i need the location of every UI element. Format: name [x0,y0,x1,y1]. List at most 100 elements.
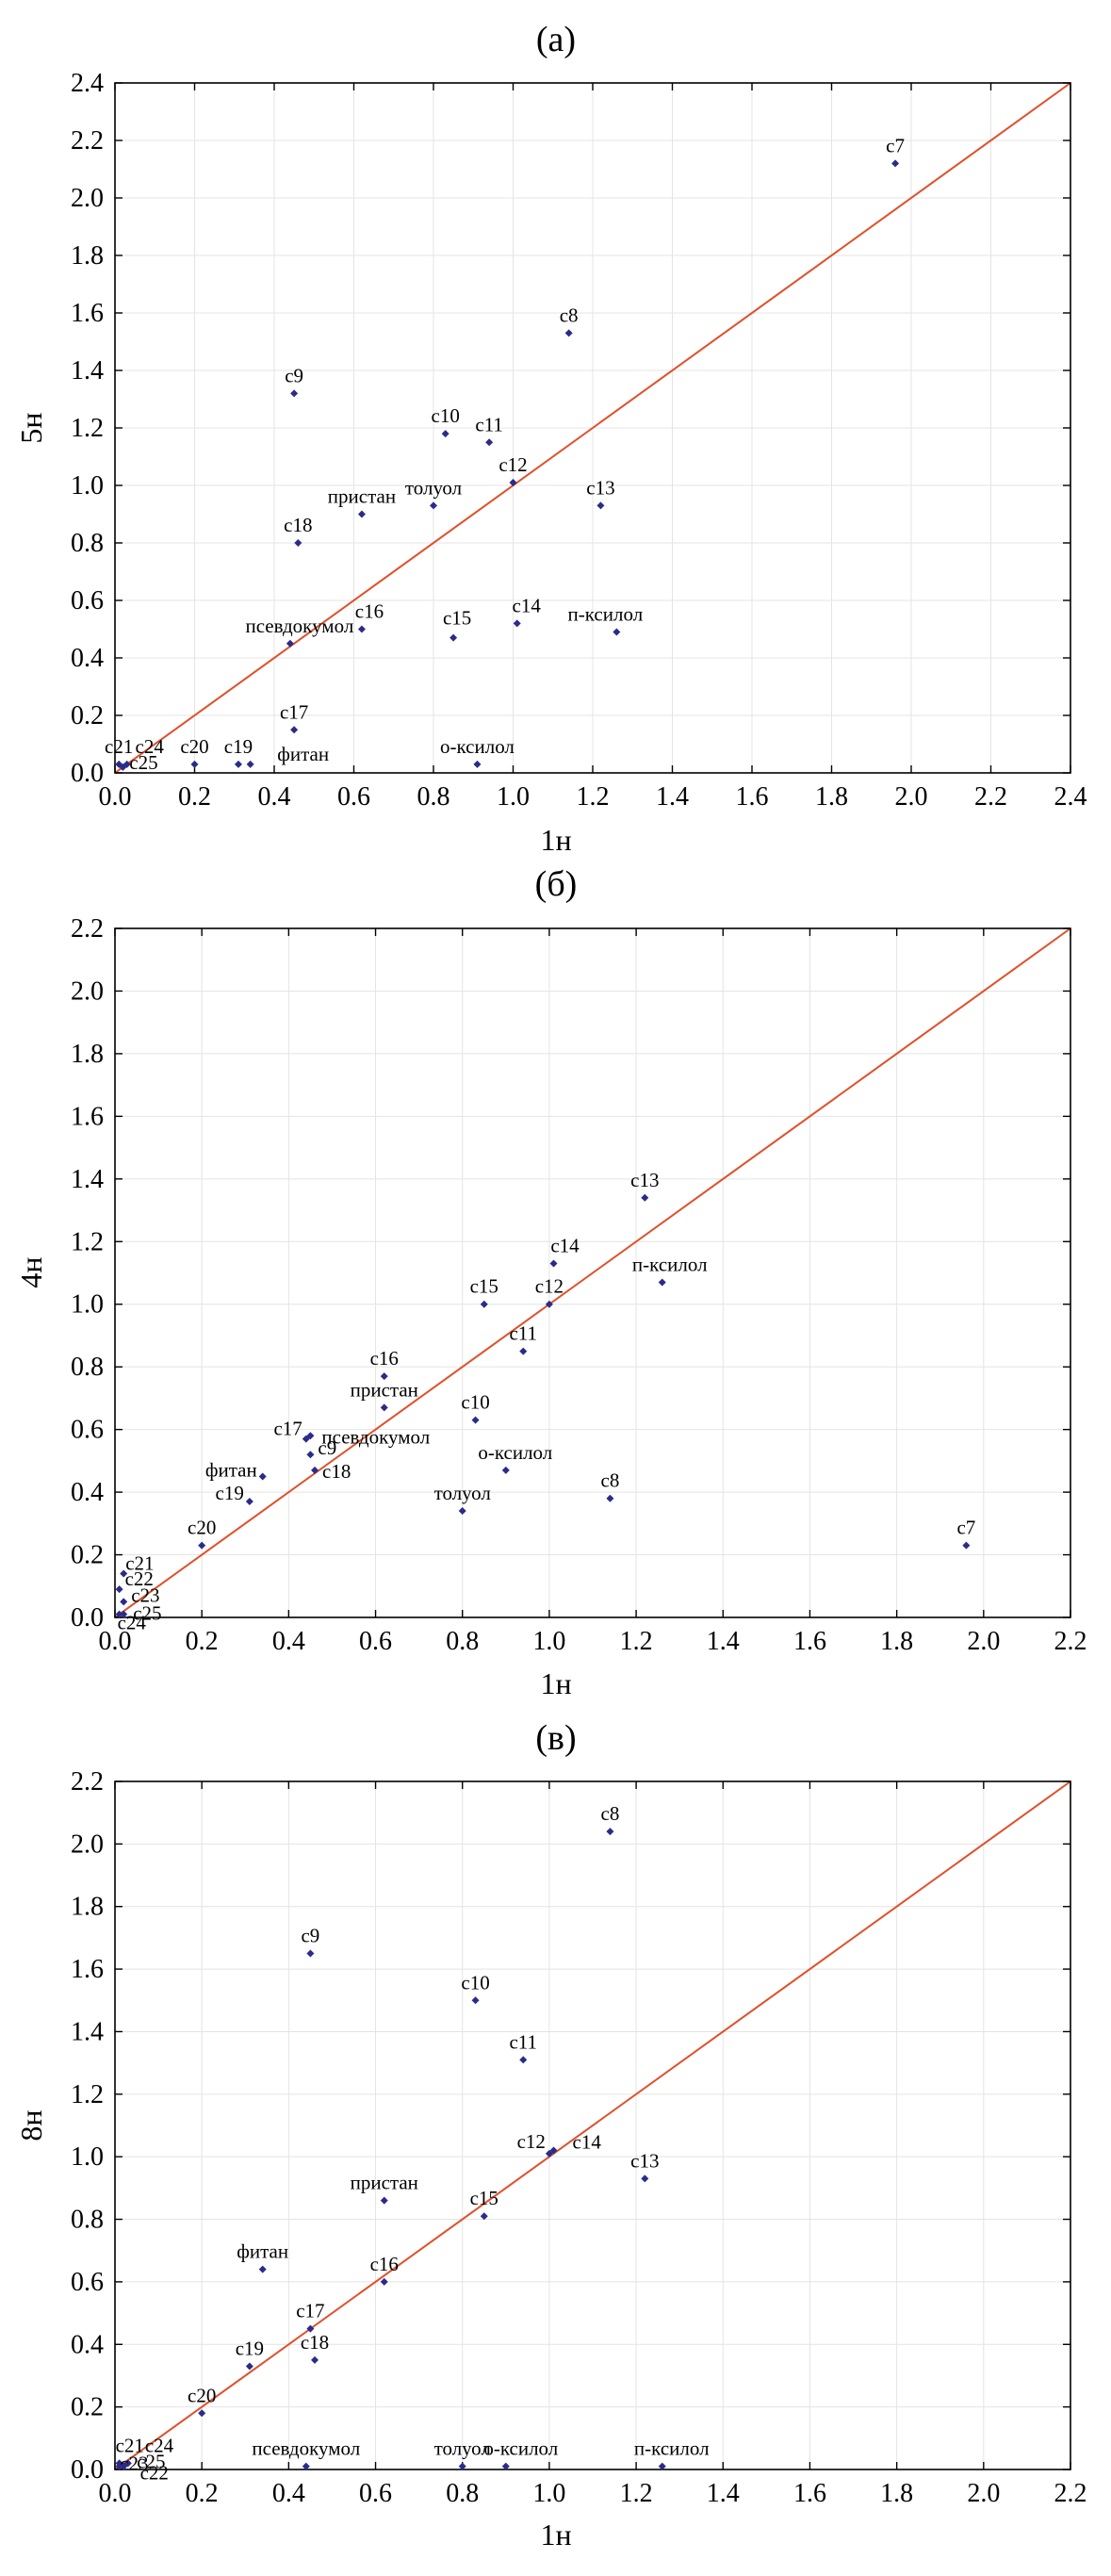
point-label-о-ксилол: о-ксилол [478,1441,552,1464]
point-label-c14: c14 [573,2131,602,2154]
point-label-псевдокумол: псевдокумол [252,2437,360,2460]
y-tick-label: 0.0 [71,2455,104,2485]
data-point-c11 [519,1347,528,1355]
panel-label: (а) [536,20,576,59]
x-tick-label: 2.0 [895,782,928,812]
y-tick-label: 0.8 [71,2206,104,2235]
y-tick-label: 1.4 [71,2017,104,2046]
point-label-толуол: толуол [434,1482,491,1504]
data-point-пристан [380,1403,388,1412]
point-label-c18: c18 [284,514,312,536]
x-tick-label: 0.6 [337,782,370,812]
point-label-c11: c11 [475,413,503,435]
data-point-c25 [119,763,127,771]
point-label-c14: c14 [513,594,542,616]
data-point-c9 [290,389,299,398]
y-tick-label: 1.0 [71,471,104,500]
y-tick-label: 1.6 [71,1102,104,1131]
data-point-c13 [641,2174,649,2183]
point-label-c25: c25 [137,2451,165,2473]
data-point-псевдокумол [302,2462,310,2470]
x-tick-label: 0.0 [99,782,132,812]
data-point-пристан [357,510,366,518]
data-point-c10 [441,430,449,438]
data-point-c15 [449,633,458,642]
data-point-c16 [380,1372,388,1381]
data-point-пристан [380,2196,388,2205]
x-tick-label: 1.4 [656,782,689,812]
point-label-c20: c20 [188,2384,216,2406]
x-tick-label: 1.0 [532,1627,565,1656]
reference-line [114,1780,1071,2470]
data-point-толуол [458,1507,466,1516]
x-tick-label: 1.0 [497,782,530,812]
x-axis-label: 1н [540,2518,571,2551]
data-point-c18 [311,1466,319,1474]
y-tick-label: 2.0 [71,184,104,213]
data-point-псевдокумол [286,639,294,648]
data-point-c25 [120,1610,128,1618]
data-point-c8 [564,329,573,337]
x-tick-label: 2.0 [967,1627,1000,1656]
y-tick-label: 0.0 [71,759,104,788]
panel-label: (в) [535,1718,576,1758]
x-tick-label: 0.8 [446,1627,479,1656]
y-axis-label: 8н [14,2109,48,2141]
x-tick-label: 2.2 [974,782,1007,812]
y-tick-label: 1.6 [71,1955,104,1984]
point-label-c24: c24 [136,735,165,758]
x-tick-label: 1.4 [707,1627,740,1656]
x-tick-label: 2.2 [1054,1627,1087,1656]
data-point-c22 [115,2462,123,2470]
point-label-c9: c9 [318,1436,336,1459]
point-label-c25: c25 [133,1602,161,1625]
data-point-c17 [306,2324,315,2333]
point-label-c9: c9 [301,1925,319,1947]
y-tick-label: 2.4 [71,69,104,98]
x-tick-label: 0.6 [359,1627,392,1656]
data-point-c18 [294,539,302,547]
data-point-c20 [198,1541,206,1550]
data-point-c18 [311,2355,319,2364]
point-label-c12: c12 [517,2130,546,2153]
point-label-п-ксилол: п-ксилол [634,2437,710,2460]
y-tick-label: 0.4 [71,644,104,673]
x-tick-label: 0.0 [99,2479,132,2508]
point-label-c24: c24 [118,1612,147,1634]
data-point-c19 [234,760,242,768]
chart-panel-3: (в) 0.0 0.2 0.4 0.6 0.8 1.0 1.2 1.4 1.6 1.8 2.0 2.2 0… [14,1718,1087,2551]
point-label-c24: c24 [145,2434,174,2456]
point-label-о-ксилол: о-ксилол [440,735,515,758]
data-point-фитан [246,760,254,768]
point-label-c20: c20 [180,735,208,758]
data-point-c14 [513,619,521,628]
reference-line [114,927,1071,1618]
data-point-c9 [306,1451,315,1459]
x-tick-label: 0.8 [446,2479,479,2508]
data-point-c21 [115,760,123,768]
x-tick-label: 0.4 [272,2479,305,2508]
x-tick-label: 0.4 [272,1627,305,1656]
chart-panel-1: (а) 0.0 0.2 0.4 0.6 0.8 1.0 1.2 1.4 1.6 1.8 2.0 2.2 2… [14,20,1087,857]
y-tick-label: 1.2 [71,1227,104,1256]
y-tick-label: 0.2 [71,1541,104,1570]
y-tick-label: 1.2 [71,414,104,443]
x-tick-label: 0.2 [186,1627,219,1656]
x-tick-label: 0.6 [359,2479,392,2508]
reference-line [114,82,1071,774]
point-label-c21: c21 [116,2434,144,2456]
data-point-c9 [306,1949,315,1958]
y-tick-label: 0.8 [71,1353,104,1382]
data-point-c14 [549,1259,558,1268]
y-tick-label: 0.8 [71,529,104,558]
point-label-п-ксилол: п-ксилол [632,1253,708,1275]
data-point-c16 [357,625,366,633]
point-label-о-ксилол: о-ксилол [483,2437,558,2460]
x-tick-label: 1.6 [793,1627,826,1656]
y-tick-label: 0.4 [71,1478,104,1507]
data-point-о-ксилол [501,2462,510,2470]
point-label-c19: c19 [224,735,253,758]
data-point-псевдокумол [306,1432,315,1440]
data-point-c8 [606,1828,614,1836]
